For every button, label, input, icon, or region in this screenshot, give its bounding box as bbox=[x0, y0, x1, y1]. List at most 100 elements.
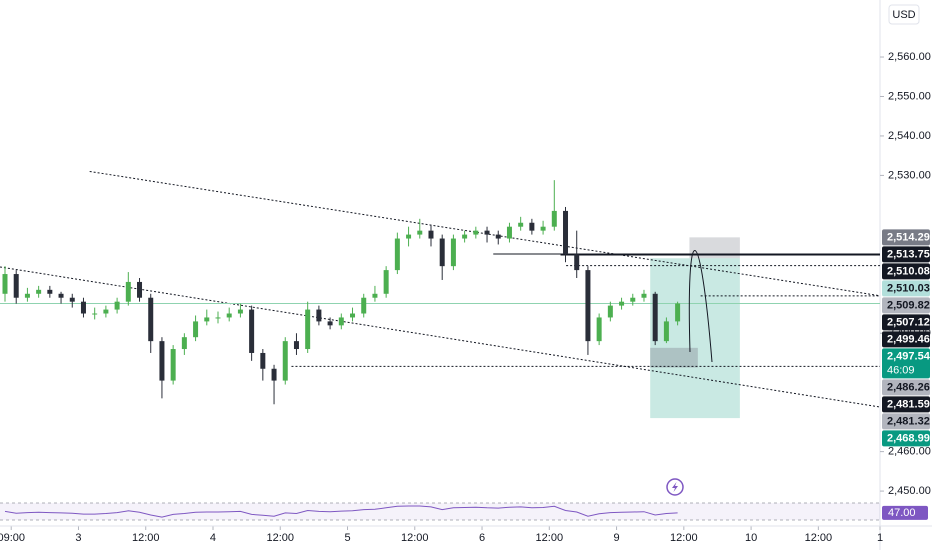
candle-body bbox=[293, 341, 299, 350]
candle-body bbox=[137, 281, 143, 298]
candle-body bbox=[170, 349, 176, 381]
candle-body bbox=[675, 303, 681, 322]
y-tick-label: 2,450.00 bbox=[888, 485, 931, 497]
candle-body bbox=[506, 226, 512, 239]
y-tick-label: 2,460.00 bbox=[888, 446, 931, 458]
candle-body bbox=[237, 309, 243, 314]
x-tick-label: 6 bbox=[479, 532, 485, 544]
x-tick-label: 12:00 bbox=[805, 532, 833, 544]
candle-body bbox=[563, 210, 569, 255]
price-badge-label: 2,507.12 bbox=[887, 316, 930, 328]
price-badge bbox=[882, 396, 930, 413]
panes: 2,560.002,550.002,540.002,530.002,490.00… bbox=[0, 51, 931, 544]
x-tick-label: 09:00 bbox=[0, 532, 25, 544]
candle-body bbox=[215, 317, 221, 319]
price-badge bbox=[882, 379, 930, 396]
candle-body bbox=[249, 309, 255, 353]
candle-body bbox=[338, 317, 344, 326]
candle-body bbox=[204, 317, 210, 322]
candle-body bbox=[159, 341, 165, 381]
price-badge bbox=[882, 348, 930, 379]
candle-body bbox=[193, 321, 199, 338]
price-badge-label: 2,499.46 bbox=[887, 333, 930, 345]
price-badge-label: 2,468.99 bbox=[887, 432, 930, 444]
price-badge bbox=[882, 430, 930, 447]
candle-body bbox=[271, 368, 277, 381]
candle-body bbox=[406, 234, 412, 239]
x-tick-label: 12:00 bbox=[132, 532, 160, 544]
candle-body bbox=[305, 309, 311, 350]
price-badge bbox=[882, 263, 930, 280]
candle-body bbox=[585, 270, 591, 342]
x-tick-label: 4 bbox=[210, 532, 216, 544]
x-tick-label: 12:00 bbox=[266, 532, 294, 544]
currency: USD bbox=[892, 9, 915, 21]
candle-body bbox=[394, 238, 400, 271]
y-tick-label: 2,540.00 bbox=[888, 130, 931, 142]
candle-body bbox=[181, 337, 187, 350]
x-tick-label: 12:00 bbox=[670, 532, 698, 544]
position-zone bbox=[650, 347, 698, 368]
price-badge-label: 2,497.54 bbox=[887, 350, 931, 362]
price-badge bbox=[882, 229, 930, 246]
candle-body bbox=[24, 293, 30, 298]
candle-body bbox=[529, 222, 535, 231]
arc-drawing bbox=[688, 250, 713, 363]
candle-body bbox=[103, 309, 109, 314]
price-badge-label: 2,513.75 bbox=[887, 248, 930, 260]
price-badge bbox=[882, 246, 930, 263]
candle-body bbox=[2, 274, 8, 294]
y-tick-label: 2,530.00 bbox=[888, 169, 931, 181]
position-zone bbox=[650, 258, 740, 419]
candle-body bbox=[361, 297, 367, 314]
lightning-icon[interactable] bbox=[666, 478, 684, 496]
candle-body bbox=[540, 226, 546, 231]
candle-body bbox=[58, 293, 64, 298]
y-tick-label: 2,550.00 bbox=[888, 90, 931, 102]
price-badge bbox=[882, 297, 930, 314]
candle-body bbox=[551, 210, 557, 227]
candle-body bbox=[282, 341, 288, 381]
rsi-badge bbox=[882, 505, 928, 520]
candle-body bbox=[260, 352, 266, 369]
candle-body bbox=[125, 281, 131, 302]
candle-body bbox=[372, 293, 378, 298]
candle-body bbox=[92, 313, 98, 315]
price-badge-label: 2,510.03 bbox=[887, 282, 930, 294]
icon-ring bbox=[666, 478, 684, 496]
candle-body bbox=[148, 297, 154, 342]
x-tick-label: 3 bbox=[75, 532, 81, 544]
candle-body bbox=[518, 222, 524, 227]
candle-body bbox=[13, 274, 19, 298]
price-badge bbox=[882, 413, 930, 430]
candle-body bbox=[574, 254, 580, 271]
icon-bolt bbox=[672, 482, 678, 492]
x-tick-label: 5 bbox=[344, 532, 350, 544]
price-badge-label: 2,486.26 bbox=[887, 381, 930, 393]
candle-body bbox=[47, 289, 53, 294]
candle-body bbox=[226, 313, 232, 318]
candle-body bbox=[663, 321, 669, 342]
candle-body bbox=[619, 301, 625, 306]
price-badge-label: 2,510.08 bbox=[887, 265, 930, 277]
price-badge bbox=[882, 331, 930, 348]
candle-body bbox=[596, 317, 602, 342]
candle-body bbox=[630, 297, 636, 302]
trendline bbox=[0, 266, 881, 408]
price-badge-label: 2,481.59 bbox=[887, 398, 930, 410]
x-tick-label: 12:00 bbox=[536, 532, 564, 544]
y-tick-label: 2,560.00 bbox=[888, 51, 931, 63]
price-badge-label: 2,509.82 bbox=[887, 299, 930, 311]
x-tick-label: 12:00 bbox=[401, 532, 429, 544]
candle-body bbox=[495, 234, 501, 239]
candle-body bbox=[327, 321, 333, 326]
price-badge bbox=[882, 314, 930, 331]
candle-body bbox=[428, 230, 434, 239]
currency-box[interactable] bbox=[888, 4, 920, 25]
candle-body bbox=[652, 293, 658, 342]
position-zone bbox=[689, 237, 740, 259]
candle-body bbox=[417, 230, 423, 235]
candle-body bbox=[316, 309, 322, 322]
